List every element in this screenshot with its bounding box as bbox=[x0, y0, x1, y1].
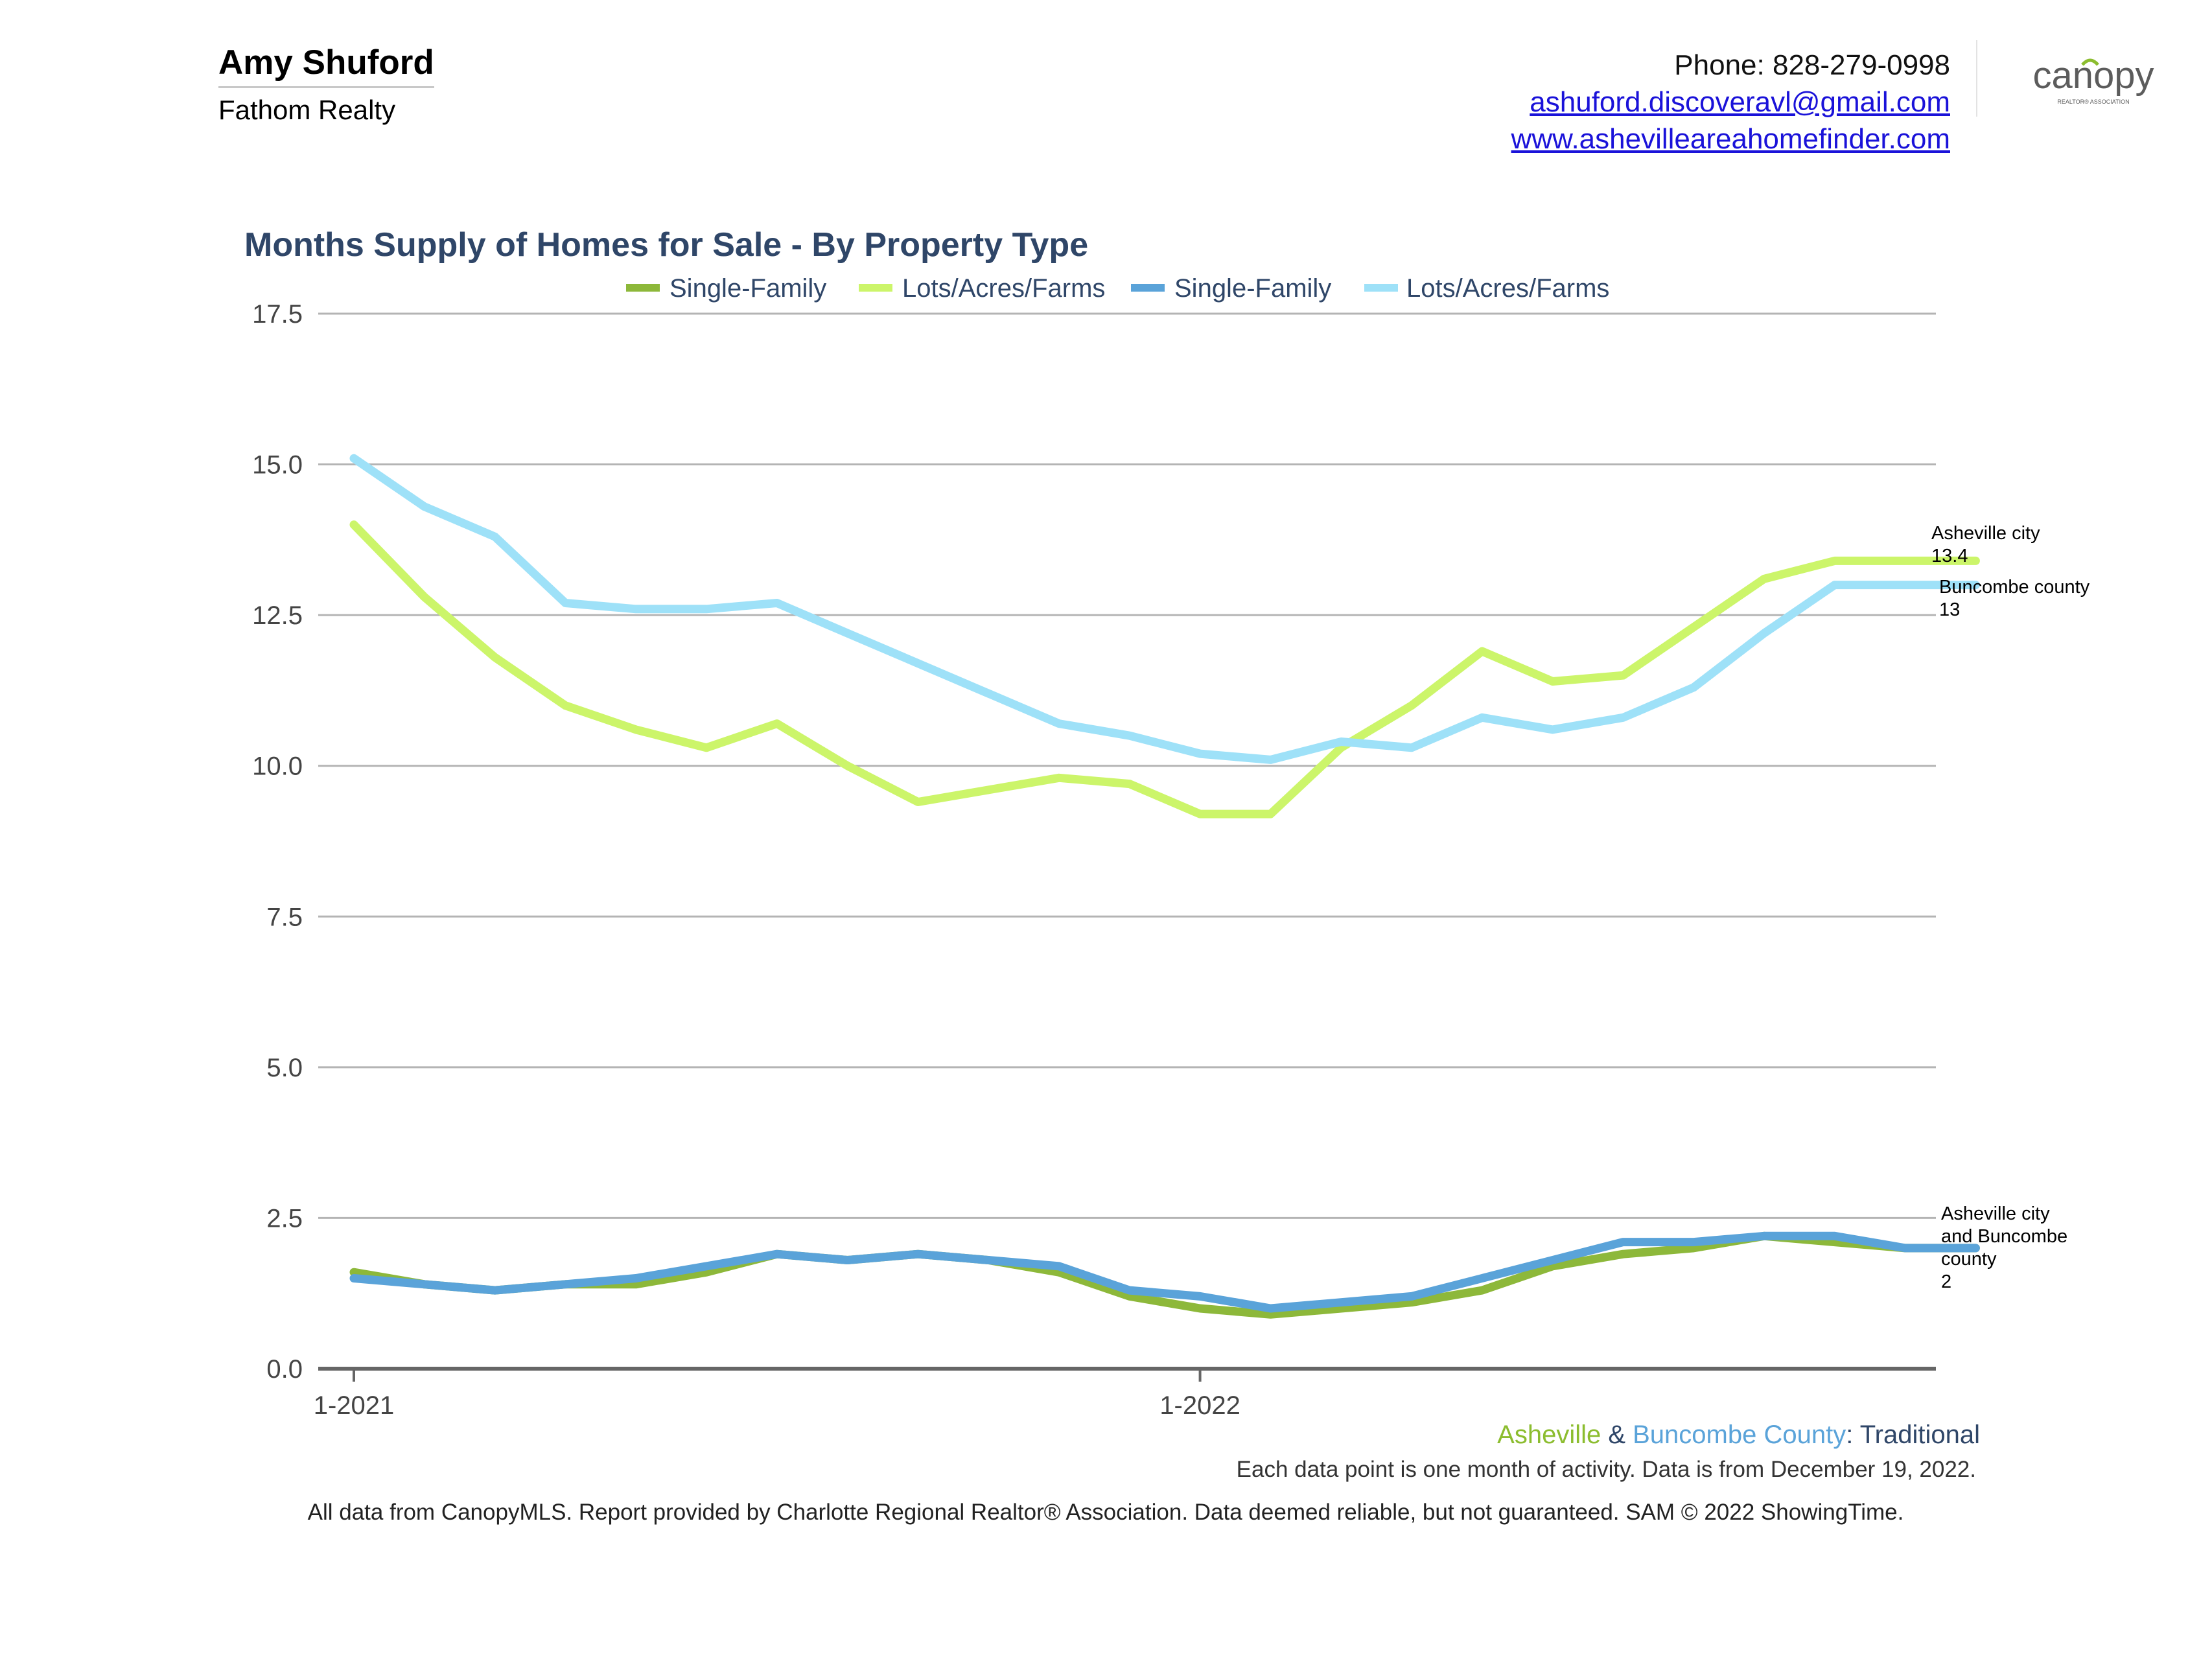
chart-legend: Single-Family Lots/Acres/Farms Single-Fa… bbox=[626, 274, 1609, 303]
y-tick-label: 17.5 bbox=[252, 300, 303, 329]
legend-label-buncombe-single-family: Single-Family bbox=[1174, 274, 1331, 303]
series-asheville-single-family bbox=[349, 1231, 1980, 1319]
x-tick-label: 1-2021 bbox=[314, 1391, 395, 1420]
end-labels: Asheville city 13.4 Buncombe county 13 A… bbox=[1931, 523, 2090, 1292]
region-caption: Asheville & Buncombe County: Traditional bbox=[1497, 1421, 1980, 1449]
region-buncombe: Buncombe County bbox=[1633, 1421, 1846, 1449]
logo-arc-icon bbox=[2081, 58, 2099, 66]
phone-number: Phone: 828-279-0998 bbox=[1674, 49, 1950, 81]
y-tick-label: 2.5 bbox=[266, 1204, 303, 1233]
region-suffix: : Traditional bbox=[1846, 1421, 1980, 1449]
end-label-single-family-line3: county bbox=[1941, 1249, 1997, 1270]
x-axis-ticks: 1-2021 1-2022 bbox=[314, 1369, 1240, 1420]
y-tick-label: 15.0 bbox=[252, 451, 303, 480]
company-name: Fathom Realty bbox=[218, 95, 396, 125]
legend-swatch-asheville-lots bbox=[859, 284, 892, 292]
end-label-buncombe-lots-name: Buncombe county bbox=[1939, 577, 2090, 597]
agent-block: Amy Shuford Fathom Realty bbox=[218, 43, 434, 126]
chart-gridlines bbox=[318, 312, 1936, 1219]
data-note: Each data point is one month of activity… bbox=[1237, 1457, 1976, 1482]
chart-title: Months Supply of Homes for Sale - By Pro… bbox=[244, 226, 1088, 264]
agent-name: Amy Shuford bbox=[218, 43, 434, 88]
disclaimer: All data from CanopyMLS. Report provided… bbox=[308, 1500, 1904, 1525]
canopy-logo: canopy REALTOR® ASSOCIATION bbox=[2032, 54, 2154, 105]
y-tick-label: 10.0 bbox=[252, 752, 303, 781]
end-label-single-family-line1: Asheville city bbox=[1941, 1203, 2050, 1224]
legend-swatch-asheville-single-family bbox=[626, 284, 660, 292]
email-link[interactable]: ashuford.discoveravl@gmail.com bbox=[1530, 86, 1950, 118]
legend-swatch-buncombe-single-family bbox=[1131, 284, 1165, 292]
legend-swatch-buncombe-lots bbox=[1364, 284, 1398, 292]
y-tick-label: 12.5 bbox=[252, 601, 303, 630]
series-buncombe-lots bbox=[349, 454, 1980, 764]
end-label-asheville-lots-name: Asheville city bbox=[1931, 523, 2040, 544]
logo-subtext: REALTOR® ASSOCIATION bbox=[2057, 99, 2129, 105]
region-amp: & bbox=[1601, 1421, 1633, 1449]
y-tick-label: 7.5 bbox=[266, 903, 303, 931]
end-label-single-family-line2: and Buncombe bbox=[1941, 1226, 2067, 1247]
x-tick-label: 1-2022 bbox=[1159, 1391, 1240, 1420]
region-asheville: Asheville bbox=[1497, 1421, 1601, 1449]
website-link[interactable]: www.ashevilleareahomefinder.com bbox=[1511, 123, 1950, 155]
y-axis-ticks: 17.5 15.0 12.5 10.0 7.5 5.0 2.5 0.0 bbox=[252, 300, 303, 1384]
end-label-single-family-value: 2 bbox=[1941, 1271, 1951, 1292]
y-tick-label: 0.0 bbox=[266, 1355, 303, 1384]
end-label-buncombe-lots-value: 13 bbox=[1939, 599, 1960, 620]
legend-label-asheville-lots: Lots/Acres/Farms bbox=[902, 274, 1105, 303]
contact-block: Phone: 828-279-0998 ashuford.discoveravl… bbox=[1511, 47, 1950, 157]
header-divider bbox=[1976, 40, 1977, 117]
legend-label-buncombe-lots: Lots/Acres/Farms bbox=[1406, 274, 1609, 303]
y-tick-label: 5.0 bbox=[266, 1054, 303, 1082]
chart-series bbox=[349, 454, 1980, 1319]
end-label-asheville-lots-value: 13.4 bbox=[1931, 546, 1968, 566]
series-asheville-lots bbox=[349, 520, 1980, 818]
series-buncombe-single-family bbox=[349, 1231, 1980, 1313]
legend-label-asheville-single-family: Single-Family bbox=[669, 274, 826, 303]
